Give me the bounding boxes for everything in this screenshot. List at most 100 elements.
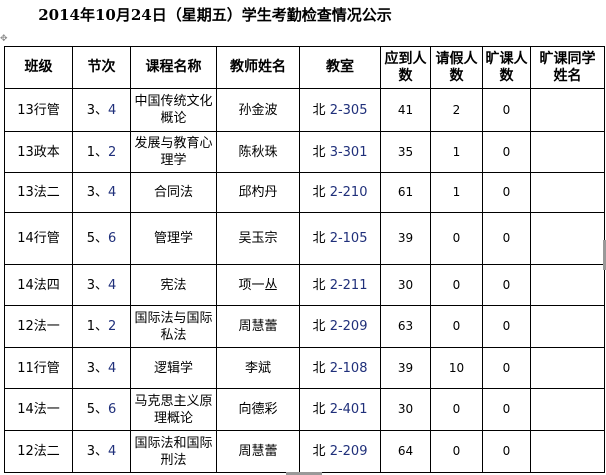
absent-count-cell: 0 [502,319,511,333]
table-header-row: 班级 节次 课程名称 教师姓名 教室 应到人数 请假人数 旷课人数 旷课同学姓名 [4,46,605,89]
column-header: 教师姓名 [216,46,300,89]
leave-count-cell: 2 [452,102,461,117]
room-prefix: 北 [312,360,326,376]
teacher-cell: 周慧蕾 [238,319,278,334]
leave-count-cell: 0 [452,402,461,416]
period-cell: 3、 [86,444,108,459]
expected-count-cell: 41 [397,102,414,117]
teacher-cell: 项一丛 [238,277,278,293]
room-cell: 2-209 [329,319,368,334]
period-cell: 5、 [86,231,108,246]
room-cell: 2-210 [329,185,368,200]
leave-count-cell: 1 [452,185,461,199]
absent-count-cell: 0 [502,144,511,159]
room-cell: 2-209 [329,444,368,459]
leave-count-cell: 0 [452,319,461,333]
teacher-cell: 陈秋珠 [238,144,278,160]
column-header: 节次 [72,46,131,89]
table-row: 12法二 3、4 国际法和国际刑法 周慧蕾 北 2-209 64 0 0 [4,430,605,473]
course-cell: 发展与教育心理学 [134,136,213,168]
course-cell: 国际法与国际私法 [134,310,213,343]
table-row: 14法四 3、4 宪法 项一丛 北 2-211 30 0 0 [4,264,605,306]
expected-count-cell: 30 [397,277,414,292]
expected-count-cell: 39 [397,231,414,245]
table-row: 12法一 1、2 国际法与国际私法 周慧蕾 北 2-209 63 0 0 [4,305,605,348]
class-cell: 11行管 [17,360,60,376]
course-cell: 国际法和国际刑法 [134,435,213,468]
class-cell: 13法二 [17,185,60,200]
course-cell: 合同法 [153,185,193,200]
period-cell: 1、 [86,319,108,334]
absent-count-cell: 0 [502,102,511,117]
period-cell: 5、 [86,402,108,417]
period-cell-end: 4 [108,277,117,293]
room-cell: 2-211 [329,277,368,293]
expected-count-cell: 63 [397,319,414,333]
teacher-cell: 吴玉宗 [238,231,278,246]
room-prefix: 北 [312,185,326,200]
room-cell: 2-305 [329,102,368,118]
column-header: 班级 [4,46,73,89]
period-cell: 3、 [86,185,108,200]
expected-count-cell: 61 [397,185,414,199]
attendance-table: 班级 节次 课程名称 教师姓名 教室 应到人数 请假人数 旷课人数 旷课同学姓名 13行管 3、4… [4,46,605,473]
table-row: 14法一 5、6 马克思主义原理概论 向德彩 北 2-401 30 0 0 [4,388,605,431]
teacher-cell: 李斌 [244,360,271,376]
room-cell: 2-105 [329,231,368,246]
class-cell: 13行管 [17,102,60,118]
horizontal-scrollbar[interactable] [286,472,322,475]
absent-count-cell: 0 [502,402,511,416]
teacher-cell: 孙金波 [238,102,278,118]
course-cell: 宪法 [160,277,187,293]
period-cell-end: 4 [108,444,117,459]
column-header: 请假人数 [430,46,483,89]
leave-count-cell: 0 [452,277,461,292]
leave-count-cell: 0 [452,444,461,458]
room-prefix: 北 [312,144,326,160]
course-cell: 管理学 [153,231,193,246]
period-cell-end: 2 [108,144,117,160]
period-cell: 3、 [86,102,108,118]
expected-count-cell: 64 [397,444,414,458]
class-cell: 14法四 [17,277,60,293]
table-move-handle-icon[interactable]: ✥ [0,34,8,44]
room-prefix: 北 [312,319,326,334]
room-prefix: 北 [312,231,326,246]
course-cell: 中国传统文化概论 [134,94,213,126]
room-cell: 2-108 [329,360,368,376]
expected-count-cell: 30 [397,402,414,416]
expected-count-cell: 39 [397,360,414,375]
column-header: 旷课同学姓名 [530,46,605,89]
class-cell: 13政本 [17,144,60,160]
room-cell: 2-401 [329,402,368,417]
column-header: 旷课人数 [482,46,531,89]
course-cell: 马克思主义原理概论 [134,393,213,426]
absent-count-cell: 0 [502,444,511,458]
teacher-cell: 周慧蕾 [238,444,278,459]
leave-count-cell: 1 [452,144,461,159]
teacher-cell: 向德彩 [238,402,278,417]
table-row: 13政本 1、2 发展与教育心理学 陈秋珠 北 3-301 35 1 0 [4,131,605,173]
vertical-scrollbar[interactable] [603,240,606,270]
class-cell: 12法二 [17,444,60,459]
period-cell: 3、 [86,360,108,376]
class-cell: 14法一 [17,402,60,417]
period-cell-end: 6 [108,231,117,246]
column-header: 教室 [299,46,381,89]
period-cell-end: 6 [108,402,117,417]
table-row: 13法二 3、4 合同法 邱杓丹 北 2-210 61 1 0 [4,172,605,213]
expected-count-cell: 35 [397,144,414,159]
absent-count-cell: 0 [502,277,511,292]
room-cell: 3-301 [329,144,368,160]
table-row: 11行管 3、4 逻辑学 李斌 北 2-108 39 10 0 [4,347,605,389]
period-cell-end: 4 [108,360,117,376]
table-row: 13行管 3、4 中国传统文化概论 孙金波 北 2-305 41 2 0 [4,88,605,132]
absent-count-cell: 0 [502,231,511,245]
leave-count-cell: 0 [452,231,461,245]
period-cell: 3、 [86,277,108,293]
room-prefix: 北 [312,102,326,118]
room-prefix: 北 [312,402,326,417]
table-row: 14行管 5、6 管理学 吴玉宗 北 2-105 39 0 0 [4,212,605,265]
period-cell: 1、 [86,144,108,160]
period-cell-end: 4 [108,185,117,200]
